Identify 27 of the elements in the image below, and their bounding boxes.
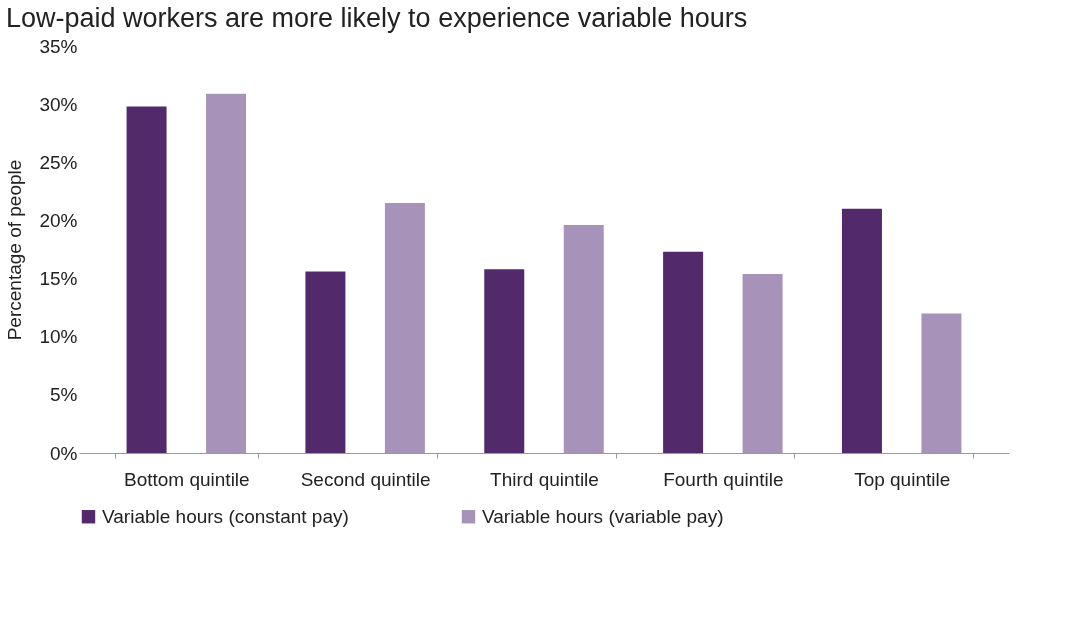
bar — [563, 225, 604, 453]
y-tick-label: 30% — [39, 93, 78, 115]
y-tick-label: 0% — [50, 442, 78, 464]
chart-title: Low-paid workers are more likely to experience variable hours — [5, 3, 748, 33]
bar — [484, 269, 525, 453]
x-tick-label: Bottom quintile — [123, 468, 250, 490]
bar — [305, 271, 346, 453]
y-tick-label: 5% — [50, 384, 78, 406]
y-tick-label: 10% — [39, 326, 78, 348]
bar — [206, 93, 247, 453]
x-tick-label: Fourth quintile — [663, 468, 784, 490]
x-tick-label: Third quintile — [490, 468, 599, 490]
y-tick-label: 35% — [39, 35, 78, 57]
bar — [384, 202, 425, 453]
legend-label: Variable hours (variable pay) — [482, 505, 724, 527]
bar — [921, 313, 962, 453]
bar — [841, 208, 882, 453]
y-tick-label: 20% — [39, 209, 78, 231]
y-axis-title: Percentage of people — [4, 159, 26, 341]
y-tick-label: 25% — [39, 151, 78, 173]
legend-label: Variable hours (constant pay) — [102, 505, 349, 527]
bar — [742, 273, 783, 453]
x-tick-label: Top quintile — [854, 468, 951, 490]
y-tick-label: 15% — [39, 268, 78, 290]
bar — [126, 106, 167, 453]
bar — [663, 251, 704, 453]
x-tick-label: Second quintile — [300, 468, 431, 490]
